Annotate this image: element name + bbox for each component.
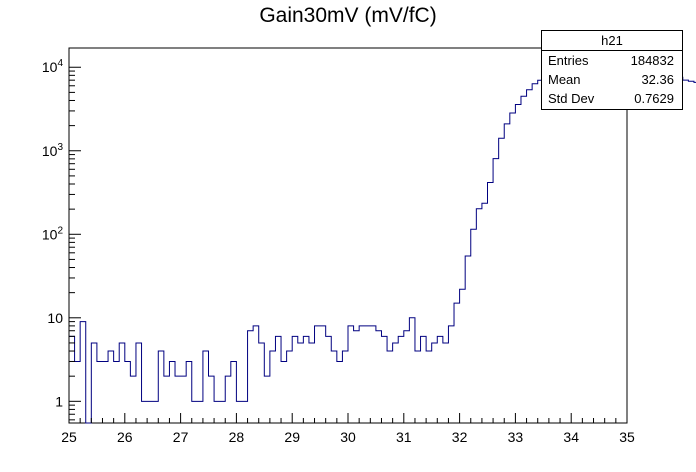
stats-value: 184832 <box>630 53 674 68</box>
stats-row-entries: Entries 184832 <box>542 51 682 70</box>
x-tick-label: 25 <box>61 429 77 445</box>
x-tick-label: 28 <box>229 429 245 445</box>
y-tick-label: 1 <box>55 393 63 409</box>
x-tick-label: 32 <box>452 429 468 445</box>
x-tick-label: 31 <box>396 429 412 445</box>
stats-value: 32.36 <box>641 72 674 87</box>
y-tick-label: 104 <box>42 58 64 75</box>
x-tick-label: 26 <box>117 429 133 445</box>
x-tick-label: 34 <box>563 429 579 445</box>
x-tick-label: 27 <box>173 429 189 445</box>
stats-box: h21 Entries 184832 Mean 32.36 Std Dev 0.… <box>541 30 683 110</box>
stats-box-name: h21 <box>542 31 682 51</box>
stats-label: Entries <box>548 53 589 68</box>
stats-row-mean: Mean 32.36 <box>542 70 682 89</box>
x-tick-label: 33 <box>508 429 524 445</box>
y-tick-label: 103 <box>42 142 64 159</box>
y-tick-label: 10 <box>47 310 63 326</box>
histogram-line <box>69 68 696 424</box>
stats-value: 0.7629 <box>634 91 674 106</box>
x-tick-label: 30 <box>340 429 356 445</box>
chart-title: Gain30mV (mV/fC) <box>259 4 437 27</box>
x-tick-label: 35 <box>619 429 635 445</box>
stats-label: Mean <box>548 72 581 87</box>
stats-label: Std Dev <box>548 91 595 106</box>
y-tick-label: 102 <box>42 225 64 242</box>
stats-row-stddev: Std Dev 0.7629 <box>542 89 682 108</box>
x-tick-label: 29 <box>284 429 300 445</box>
